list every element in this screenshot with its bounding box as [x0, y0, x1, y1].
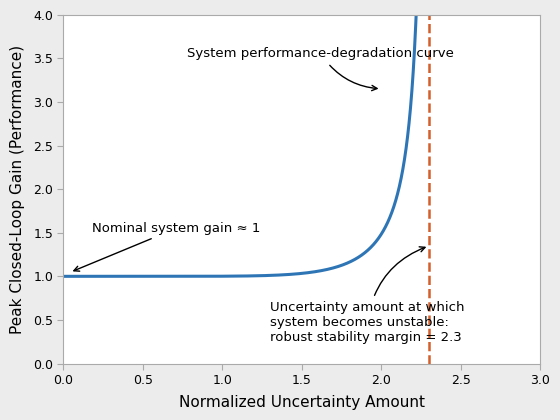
X-axis label: Normalized Uncertainty Amount: Normalized Uncertainty Amount [179, 395, 425, 410]
Text: System performance-degradation curve: System performance-degradation curve [188, 47, 454, 91]
Text: Uncertainty amount at which
system becomes unstable:
robust stability margin = 2: Uncertainty amount at which system becom… [270, 247, 465, 344]
Y-axis label: Peak Closed-Loop Gain (Performance): Peak Closed-Loop Gain (Performance) [10, 45, 25, 333]
Text: Nominal system gain ≈ 1: Nominal system gain ≈ 1 [74, 222, 260, 271]
